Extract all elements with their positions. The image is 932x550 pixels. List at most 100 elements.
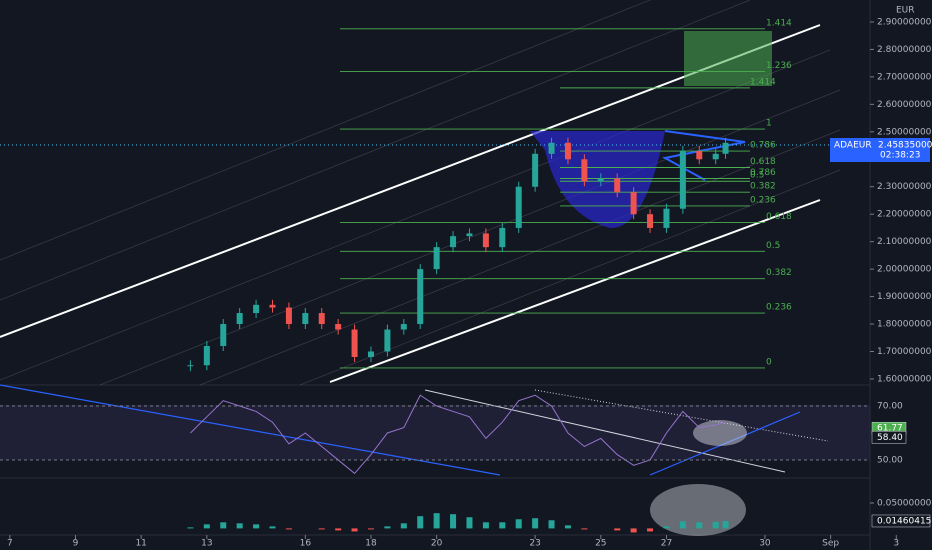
x-tick-label: Sep bbox=[822, 539, 839, 549]
candle bbox=[367, 351, 374, 357]
y-tick-label: 1.60000000 bbox=[877, 374, 932, 384]
macd-bar bbox=[187, 527, 194, 529]
macd-bar bbox=[351, 528, 358, 532]
macd-bar bbox=[367, 528, 374, 530]
currency: EUR bbox=[896, 6, 915, 16]
y-tick-label: 1.70000000 bbox=[877, 347, 932, 357]
macd-bar bbox=[515, 519, 522, 529]
candle bbox=[220, 324, 227, 347]
candle bbox=[285, 307, 292, 325]
x-tick-label: 13 bbox=[201, 539, 212, 549]
y-tick-label: 2.50000000 bbox=[877, 127, 932, 137]
highlight bbox=[650, 484, 746, 536]
macd-bar bbox=[417, 516, 424, 529]
rsi-tick-label: 50.00 bbox=[877, 455, 903, 465]
macd-bar bbox=[564, 525, 571, 529]
macd-bar bbox=[433, 513, 440, 529]
symbol: ADAEUR bbox=[834, 141, 872, 151]
candle bbox=[253, 304, 260, 314]
x-tick-label: 25 bbox=[595, 539, 606, 549]
candle bbox=[647, 214, 654, 228]
macd-bar bbox=[384, 526, 391, 529]
candle bbox=[564, 142, 571, 160]
x-tick-label: 27 bbox=[661, 539, 672, 549]
candle bbox=[722, 142, 729, 154]
candle bbox=[187, 365, 194, 367]
fib-label: 1.236 bbox=[766, 61, 792, 71]
candle bbox=[400, 324, 407, 330]
macd-tick-label: 0.05000000 bbox=[877, 498, 932, 508]
candle bbox=[548, 142, 555, 154]
fib-label: 1.414 bbox=[766, 18, 792, 28]
macd-bar bbox=[203, 524, 210, 529]
macd-bar bbox=[450, 514, 457, 529]
macd-bar bbox=[548, 520, 555, 529]
macd-bar bbox=[482, 522, 489, 529]
y-tick-label: 2.10000000 bbox=[877, 237, 932, 247]
fib-label: 0 bbox=[766, 357, 772, 367]
fib-label: 0.618 bbox=[766, 212, 792, 222]
x-tick-label: 9 bbox=[73, 539, 79, 549]
macd-bar bbox=[614, 528, 621, 531]
x-tick-label: 11 bbox=[135, 539, 146, 549]
x-tick-label: 7 bbox=[7, 539, 13, 549]
macd-badge bbox=[871, 514, 931, 528]
fib-label: 0.382 bbox=[750, 182, 776, 192]
fib-label: 0.5 bbox=[750, 171, 764, 181]
macd-bar bbox=[647, 528, 654, 532]
fib-label: 1 bbox=[766, 119, 772, 129]
macd-bar bbox=[220, 522, 227, 529]
price-badge bbox=[830, 138, 930, 162]
macd-current-label: 0.01460415 bbox=[877, 516, 931, 526]
macd-bar bbox=[318, 528, 325, 530]
fib-label: 1.414 bbox=[750, 77, 776, 87]
fib-label: 0.618 bbox=[750, 157, 776, 167]
candle bbox=[384, 329, 391, 352]
y-tick-label: 2.80000000 bbox=[877, 45, 932, 55]
x-tick-label: 3 bbox=[893, 539, 899, 549]
candle bbox=[515, 186, 522, 228]
candle bbox=[433, 247, 440, 270]
candle bbox=[679, 151, 686, 209]
x-tick-label: 20 bbox=[431, 539, 443, 549]
fib-label: 0.236 bbox=[766, 303, 792, 313]
candle bbox=[302, 313, 309, 325]
fib-label: 0.5 bbox=[766, 241, 780, 251]
candle bbox=[318, 313, 325, 325]
candle bbox=[712, 153, 719, 160]
rsi-current-label: 58.40 bbox=[877, 433, 903, 443]
rsi-tick-label: 70.00 bbox=[877, 402, 903, 412]
fib-label: 0.382 bbox=[766, 268, 792, 278]
macd-bar bbox=[663, 526, 670, 529]
y-tick-label: 2.90000000 bbox=[877, 17, 932, 27]
channel-bottom bbox=[329, 199, 821, 383]
candle bbox=[236, 313, 243, 325]
rsi-badge bbox=[871, 431, 907, 444]
rsi-line bbox=[190, 394, 726, 475]
candle bbox=[351, 329, 358, 357]
macd-bar bbox=[696, 522, 703, 529]
candle bbox=[335, 324, 342, 330]
macd-bar bbox=[335, 528, 342, 531]
y-tick-label: 2.00000000 bbox=[877, 265, 932, 275]
macd-bar bbox=[581, 528, 588, 530]
candle bbox=[663, 208, 670, 228]
candle bbox=[597, 178, 604, 182]
countdown: 02:38:23 bbox=[880, 151, 920, 161]
y-tick-label: 2.60000000 bbox=[877, 100, 932, 110]
y-tick-label: 2.20000000 bbox=[877, 210, 932, 220]
y-tick-label: 2.30000000 bbox=[877, 182, 932, 192]
x-tick-label: 16 bbox=[300, 539, 312, 549]
macd-bar bbox=[269, 526, 276, 529]
macd-bar bbox=[532, 518, 539, 529]
macd-bar bbox=[499, 522, 506, 529]
target-zone bbox=[684, 31, 772, 86]
candle bbox=[203, 346, 210, 366]
candle bbox=[482, 233, 489, 248]
macd-bar bbox=[466, 517, 473, 529]
candle bbox=[630, 192, 637, 215]
macd-bar bbox=[722, 520, 729, 529]
rsi-current-label: 61.77 bbox=[877, 424, 903, 434]
